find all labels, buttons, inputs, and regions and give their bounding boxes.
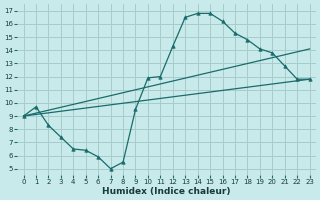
X-axis label: Humidex (Indice chaleur): Humidex (Indice chaleur) <box>102 187 231 196</box>
